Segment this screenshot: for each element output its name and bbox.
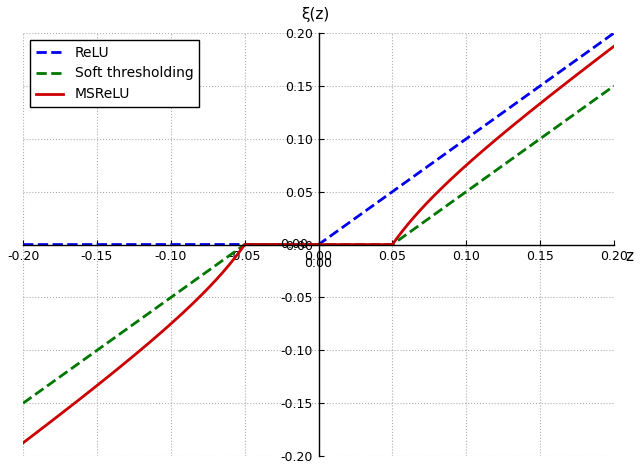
ReLU	[291, 242, 299, 247]
Soft thresholding	[484, 173, 492, 179]
MSReLU	[484, 143, 492, 149]
Soft thresholding	[49, 379, 57, 384]
Line: MSReLU: MSReLU	[23, 46, 614, 443]
MSReLU	[610, 43, 618, 49]
Text: 0.00: 0.00	[280, 238, 308, 251]
MSReLU	[593, 57, 600, 63]
MSReLU	[49, 417, 57, 422]
Line: Soft thresholding: Soft thresholding	[23, 86, 614, 403]
Line: ReLU: ReLU	[23, 33, 614, 244]
ReLU	[593, 42, 601, 48]
ReLU	[307, 242, 314, 247]
ReLU	[484, 120, 492, 126]
ReLU	[593, 43, 600, 49]
ReLU	[49, 242, 57, 247]
Soft thresholding	[307, 242, 314, 247]
MSReLU	[307, 242, 314, 247]
MSReLU	[19, 440, 27, 446]
Text: z: z	[625, 249, 633, 264]
ReLU	[610, 30, 618, 36]
Legend: ReLU, Soft thresholding, MSReLU: ReLU, Soft thresholding, MSReLU	[30, 40, 199, 107]
Soft thresholding	[291, 242, 299, 247]
Soft thresholding	[610, 83, 618, 89]
MSReLU	[291, 242, 299, 247]
MSReLU	[593, 57, 601, 62]
ReLU	[19, 242, 27, 247]
Soft thresholding	[593, 96, 600, 101]
Soft thresholding	[19, 400, 27, 406]
Text: 0.00: 0.00	[305, 257, 333, 270]
Soft thresholding	[593, 96, 601, 101]
Text: ξ(z): ξ(z)	[301, 7, 330, 22]
